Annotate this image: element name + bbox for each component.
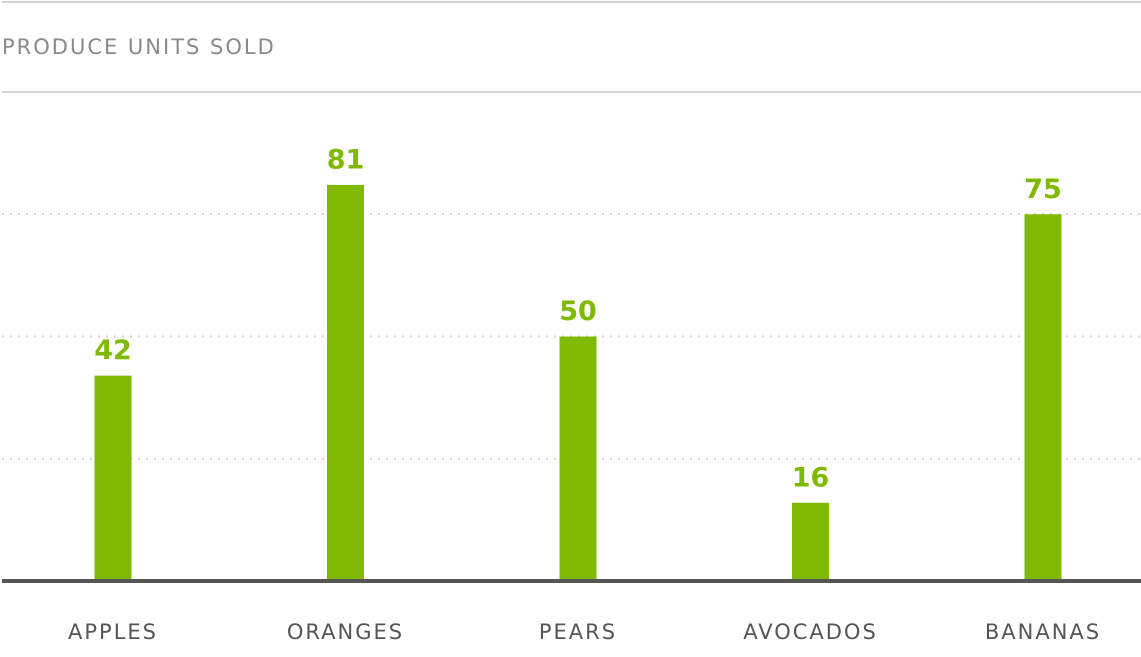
x-tick-label: PEARS [539,620,617,644]
value-label: 50 [559,296,597,327]
chart-title: PRODUCE UNITS SOLD [2,35,276,59]
value-label: 42 [94,335,132,366]
value-label: 81 [327,144,365,175]
bar [327,184,364,581]
bar [94,375,132,581]
x-tick-label: ORANGES [287,620,404,644]
x-tick-label: BANANAS [985,620,1101,644]
value-label: 16 [792,462,830,493]
bar [1024,214,1062,581]
bar [792,502,829,581]
value-label: 75 [1024,174,1062,205]
x-tick-label: AVOCADOS [743,620,878,644]
x-tick-label: APPLES [68,620,158,644]
bar [559,336,597,581]
